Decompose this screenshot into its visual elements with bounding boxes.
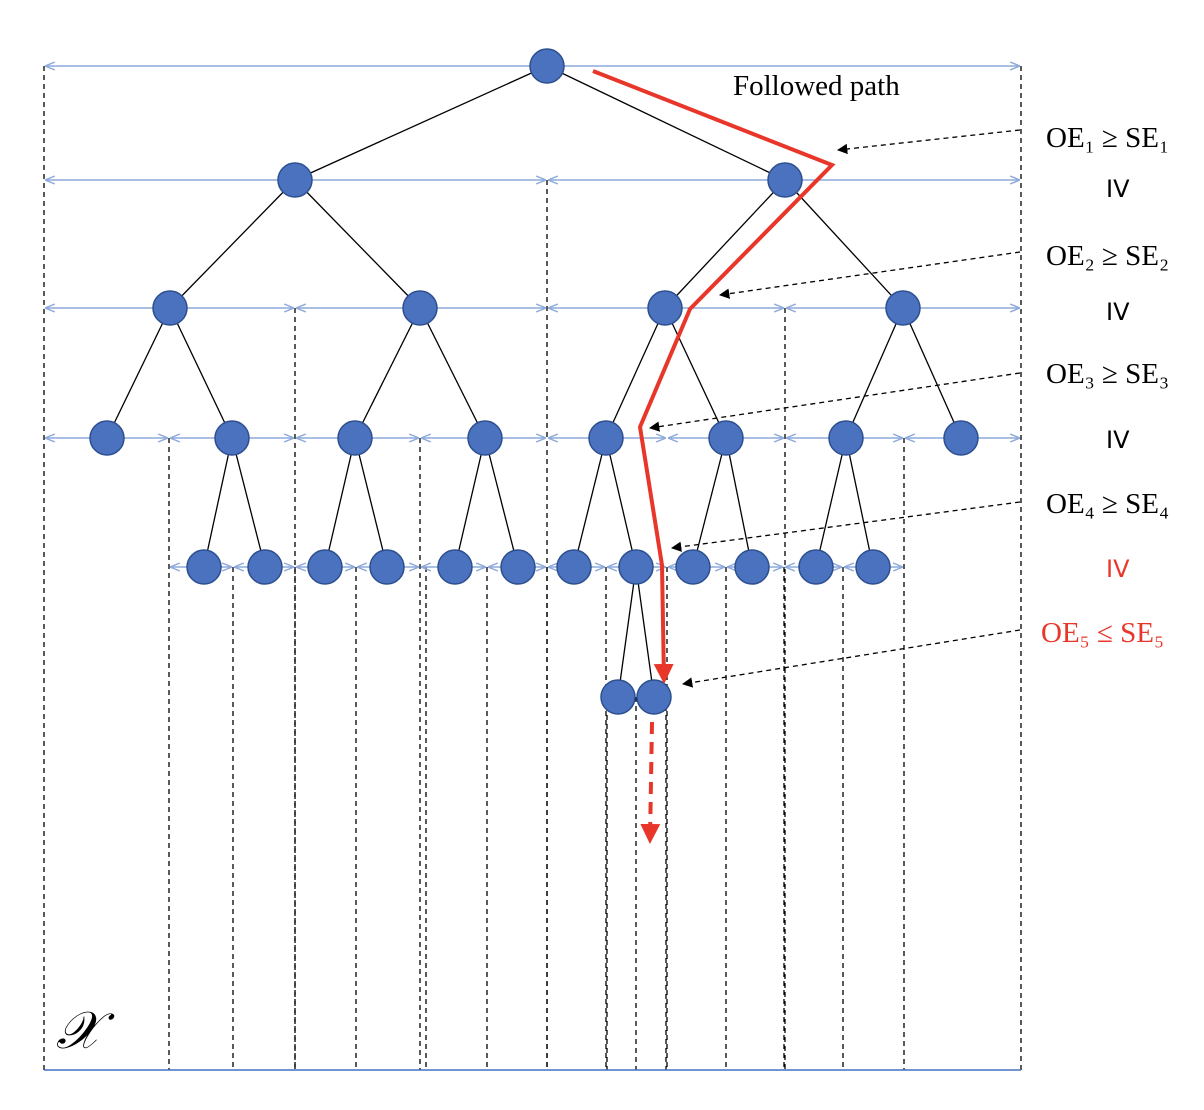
condition-5-pointer [681, 629, 1021, 688]
followed-path-line [592, 69, 836, 684]
condition-5-label: OE₅ ≤ SE₅ [1041, 617, 1164, 649]
tree-edge-15 [231, 437, 266, 568]
condition-4-label: OE₄ ≥ SE₄ [1046, 488, 1169, 520]
tree-edge-22 [692, 437, 727, 568]
condition-1-label: OE₁ ≥ SE₁ [1046, 122, 1169, 154]
followed-path-label: Followed path [733, 70, 900, 102]
tree-node-l1 [89, 420, 125, 456]
tree-node-m1 [186, 549, 222, 585]
tree-edge-27 [635, 566, 655, 698]
tree-edge-23 [725, 437, 753, 568]
tree-edge-13 [902, 307, 962, 439]
tree-node-n1 [600, 679, 636, 715]
condition-4-pointer [670, 501, 1021, 552]
tree-edge-19 [484, 437, 519, 568]
tree-edge-2 [169, 179, 296, 309]
tree-node-bb [885, 290, 921, 326]
tree-node-l5 [588, 420, 624, 456]
tree-node-m5 [437, 549, 473, 585]
tree-node-m11 [798, 549, 834, 585]
tree-node-r [529, 48, 565, 84]
tree-edge-10 [605, 307, 666, 439]
tree-edge-3 [294, 179, 421, 309]
tree-node-m3 [307, 549, 343, 585]
tree-node-m12 [855, 549, 891, 585]
tree-edge-8 [354, 307, 421, 439]
tree-node-m9 [675, 549, 711, 585]
tree-edge-1 [546, 65, 786, 181]
tree-node-m10 [734, 549, 770, 585]
tree-edge-25 [845, 437, 874, 568]
tree-node-m8 [618, 549, 654, 585]
tree-edge-0 [294, 65, 548, 181]
separator-4: IV [1106, 555, 1130, 583]
tree-node-n2 [636, 679, 672, 715]
condition-2-label: OE₂ ≥ SE₂ [1046, 240, 1169, 272]
tree-edge-21 [605, 437, 637, 568]
tree-edge-20 [573, 437, 607, 568]
tree-edge-14 [203, 437, 233, 568]
condition-3-pointer [648, 372, 1021, 432]
tree-edge-12 [845, 307, 904, 439]
tree-node-a [277, 162, 313, 198]
tree-edge-5 [784, 179, 904, 309]
tree-edge-6 [106, 307, 171, 439]
tree-edge-9 [419, 307, 486, 439]
condition-1-pointer [836, 129, 1021, 155]
tree-edge-4 [664, 179, 786, 309]
tree-node-m6 [500, 549, 536, 585]
interval-arrows [46, 66, 1019, 567]
tree-node-aa [152, 290, 188, 326]
tree-node-l8 [943, 420, 979, 456]
tree-node-l4 [467, 420, 503, 456]
tree-edge-24 [815, 437, 847, 568]
tree-node-ba [647, 290, 683, 326]
separator-2: IV [1106, 298, 1130, 326]
tree-node-m4 [369, 549, 405, 585]
tree-node-ab [402, 290, 438, 326]
tree-nodes [89, 48, 979, 715]
condition-3-label: OE₃ ≥ SE₃ [1046, 358, 1169, 390]
tree-edges [106, 65, 962, 698]
tree-edge-26 [617, 566, 637, 698]
tree-edge-16 [324, 437, 356, 568]
tree-edge-18 [454, 437, 486, 568]
tree-edge-7 [169, 307, 233, 439]
partition-boundaries [43, 66, 1022, 1071]
tree-node-l7 [828, 420, 864, 456]
space-label: 𝒳 [56, 1001, 115, 1061]
tree-node-l3 [337, 420, 373, 456]
tree-node-b [767, 162, 803, 198]
condition-2-pointer [718, 251, 1021, 299]
tree-node-l6 [708, 420, 744, 456]
separator-1: IV [1106, 175, 1130, 203]
tree-node-m2 [247, 549, 283, 585]
tree-node-m7 [556, 549, 592, 585]
tree-node-l2 [214, 420, 250, 456]
tree-edge-11 [664, 307, 727, 439]
separator-3: IV [1106, 426, 1130, 454]
followed-path-continuation [640, 721, 661, 844]
tree-edge-17 [354, 437, 388, 568]
